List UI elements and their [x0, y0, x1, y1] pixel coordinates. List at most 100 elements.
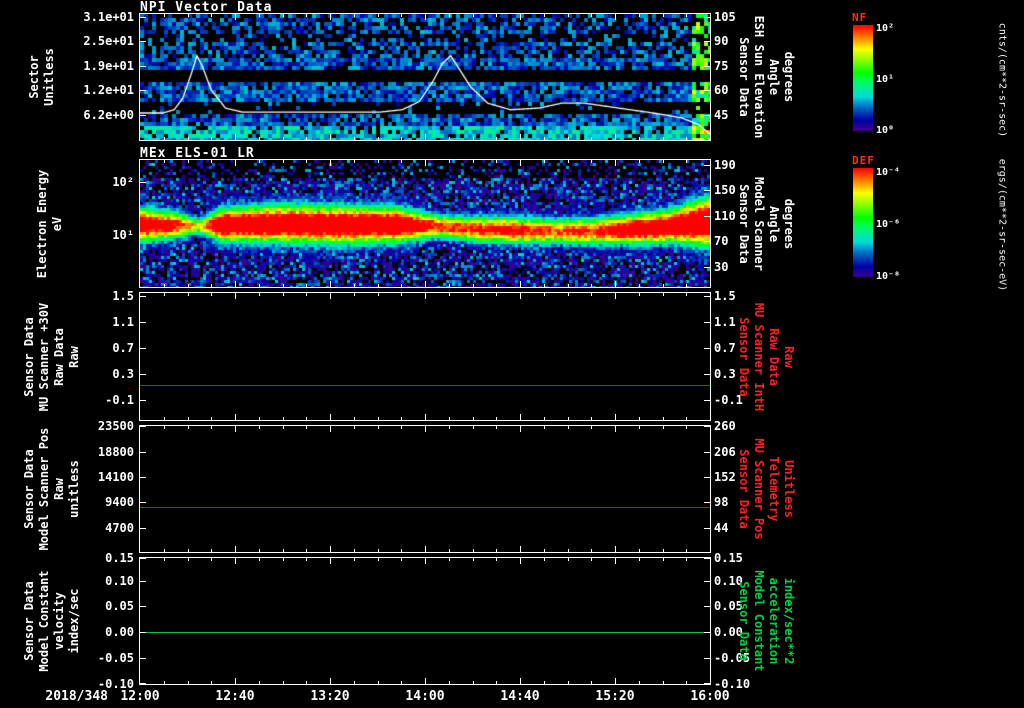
x-axis-tick: [615, 293, 616, 299]
x-axis-tick: [662, 558, 664, 561]
x-axis-tick: [306, 284, 308, 287]
left-axis-title-model_scanner_pos: unitless: [67, 460, 81, 518]
x-axis-tick: [472, 293, 474, 296]
x-axis-tick: [615, 546, 616, 552]
x-axis-tick: [496, 293, 498, 296]
x-axis-tick: [211, 426, 213, 429]
x-axis-tick: [377, 558, 379, 561]
x-axis-tick: [567, 160, 569, 163]
x-axis-tick: [306, 549, 308, 552]
x-axis-tick: [496, 137, 498, 140]
right-axis-title-els: Angle: [767, 205, 781, 242]
y-axis-tick: [704, 426, 710, 427]
x-axis-tick: [496, 558, 498, 561]
left-tick-label: 9400: [105, 494, 134, 509]
x-axis-tick: [591, 160, 593, 163]
x-axis-tick: [163, 417, 165, 420]
x-axis-tick: [163, 681, 165, 684]
right-tick-label: -0.05: [714, 651, 751, 666]
x-axis-tick: [448, 284, 450, 287]
x-axis-tick: [282, 14, 284, 17]
right-tick-label: 0.7: [714, 341, 736, 356]
x-axis-tick: [306, 293, 308, 296]
x-axis-tick: [638, 293, 640, 296]
y-axis-tick: [704, 501, 710, 503]
x-axis-tick: [591, 681, 593, 684]
colorbar-tick-label: 10⁻⁶: [876, 219, 901, 230]
x-axis-tick: [163, 549, 165, 552]
x-axis-tick: [615, 160, 616, 166]
x-axis-tick: [638, 549, 640, 552]
x-axis-tick: [163, 284, 165, 287]
left-axis-title-mu_scanner_30v: Raw Data: [52, 327, 66, 386]
right-tick-label: 30: [714, 259, 729, 274]
y-axis-tick: [704, 528, 710, 530]
left-axis-title-npi: Sector: [27, 55, 41, 99]
left-tick-label: 23500: [97, 419, 134, 433]
x-axis-tick: [662, 293, 664, 296]
x-axis-tick: [163, 293, 165, 296]
colorbar-tick-label: 10⁰: [876, 124, 895, 136]
x-axis-tick: [686, 160, 688, 163]
x-axis-tick: [472, 284, 474, 287]
x-axis-tick: [330, 678, 331, 684]
x-axis-tick: [662, 160, 664, 163]
colorbar-name-def: DEF: [852, 154, 875, 167]
x-axis-tick: [163, 426, 165, 429]
y-axis-tick: [704, 90, 710, 92]
x-axis-tick: [353, 417, 355, 420]
x-axis-tick: [258, 14, 260, 17]
x-axis-tick: [567, 417, 569, 420]
x-axis-tick: [496, 417, 498, 420]
left-axis-title-model_constant: velocity: [52, 592, 66, 650]
left-tick-label: -0.05: [97, 651, 134, 666]
y-axis-tick: [704, 581, 710, 583]
right-axis-title-npi: Angle: [767, 58, 781, 96]
y-axis-tick: [704, 65, 710, 67]
x-axis-tick: [187, 426, 189, 429]
y-axis-tick: [140, 65, 146, 67]
x-axis-tick: [567, 558, 569, 561]
x-axis-tick: [187, 293, 189, 296]
x-axis-tick: [496, 14, 498, 17]
x-axis-tick: [211, 681, 213, 684]
left-axis-title-model_constant: Sensor Data: [22, 581, 36, 661]
panel-frame-els: [139, 159, 711, 288]
x-axis-tick: [615, 678, 616, 684]
y-axis-tick: [140, 658, 146, 660]
right-tick-label: 190: [714, 158, 736, 173]
x-axis-tick: [211, 558, 213, 561]
x-axis-tick: [282, 426, 284, 429]
x-axis-tick: [638, 417, 640, 420]
x-axis-tick: [235, 134, 236, 140]
x-axis-tick: [211, 284, 213, 287]
x-axis-tick: [425, 281, 426, 287]
x-axis-tick: [425, 160, 426, 166]
right-tick-label: 60: [714, 83, 729, 98]
right-tick-label: 0.05: [714, 599, 743, 613]
y-axis-tick: [140, 558, 146, 559]
x-axis-tick: [591, 14, 593, 17]
left-axis-title-model_constant: Model Constant: [37, 570, 51, 672]
x-axis-tick: [306, 417, 308, 420]
x-axis-tick: [448, 549, 450, 552]
x-axis-tick: [615, 426, 616, 432]
x-axis-tick: [448, 160, 450, 163]
x-tick-label: 14:00: [405, 689, 445, 704]
x-axis-tick: [448, 14, 450, 17]
x-axis-tick: [686, 293, 688, 296]
x-axis-tick: [235, 678, 236, 684]
x-axis-tick: [235, 558, 236, 564]
npi-spectrogram-canvas: [140, 14, 710, 140]
left-tick-label: 0.7: [112, 341, 134, 356]
x-axis-tick: [686, 284, 688, 287]
y-axis-tick: [140, 581, 146, 583]
right-tick-label: 70: [714, 234, 729, 249]
x-axis-tick: [520, 678, 521, 684]
x-axis-tick: [520, 414, 521, 420]
x-axis-tick: [591, 293, 593, 296]
right-tick-label: 152: [714, 470, 736, 485]
x-axis-tick: [187, 14, 189, 17]
x-axis-tick: [448, 137, 450, 140]
x-axis-tick: [282, 160, 284, 163]
